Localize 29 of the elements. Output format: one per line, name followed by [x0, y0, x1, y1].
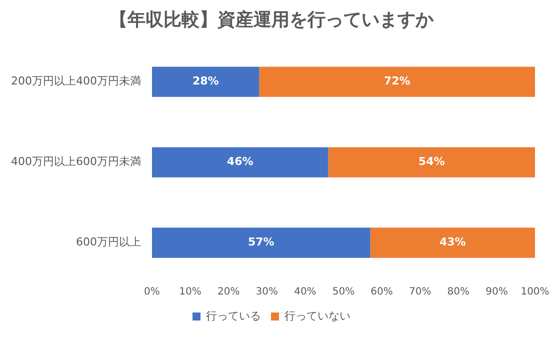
legend-label: 行っている	[206, 309, 261, 322]
x-tick-label: 70%	[408, 286, 432, 298]
x-tick-label: 60%	[370, 286, 393, 298]
bar	[152, 147, 328, 178]
data-label: 28%	[192, 74, 219, 88]
data-label: 54%	[418, 155, 445, 168]
x-tick-label: 80%	[447, 286, 470, 298]
data-label: 72%	[384, 74, 410, 88]
x-tick-label: 100%	[520, 286, 550, 298]
chart-title: 【年収比較】資産運用を行っていますか	[110, 9, 434, 30]
legend-label: 行っていない	[284, 309, 350, 322]
x-tick-label: 50%	[332, 286, 355, 298]
data-label: 46%	[226, 155, 254, 168]
bar	[259, 66, 535, 97]
x-tick-label: 40%	[294, 286, 316, 298]
x-tick-label: 10%	[179, 286, 202, 298]
y-tick-label: 400万円以上600万円未満	[10, 155, 141, 168]
x-tick-label: 90%	[486, 286, 508, 298]
bar	[328, 147, 535, 178]
bar	[152, 66, 260, 97]
x-tick-label: 20%	[217, 286, 240, 298]
bar	[152, 228, 370, 258]
x-tick-label: 30%	[256, 286, 278, 298]
data-label: 57%	[248, 236, 274, 249]
data-label: 43%	[439, 236, 466, 249]
x-tick-label: 0%	[144, 286, 160, 298]
bar	[370, 228, 535, 258]
y-tick-label: 600万円以上	[76, 236, 141, 249]
y-tick-label: 200万円以上400万円未満	[10, 74, 141, 88]
